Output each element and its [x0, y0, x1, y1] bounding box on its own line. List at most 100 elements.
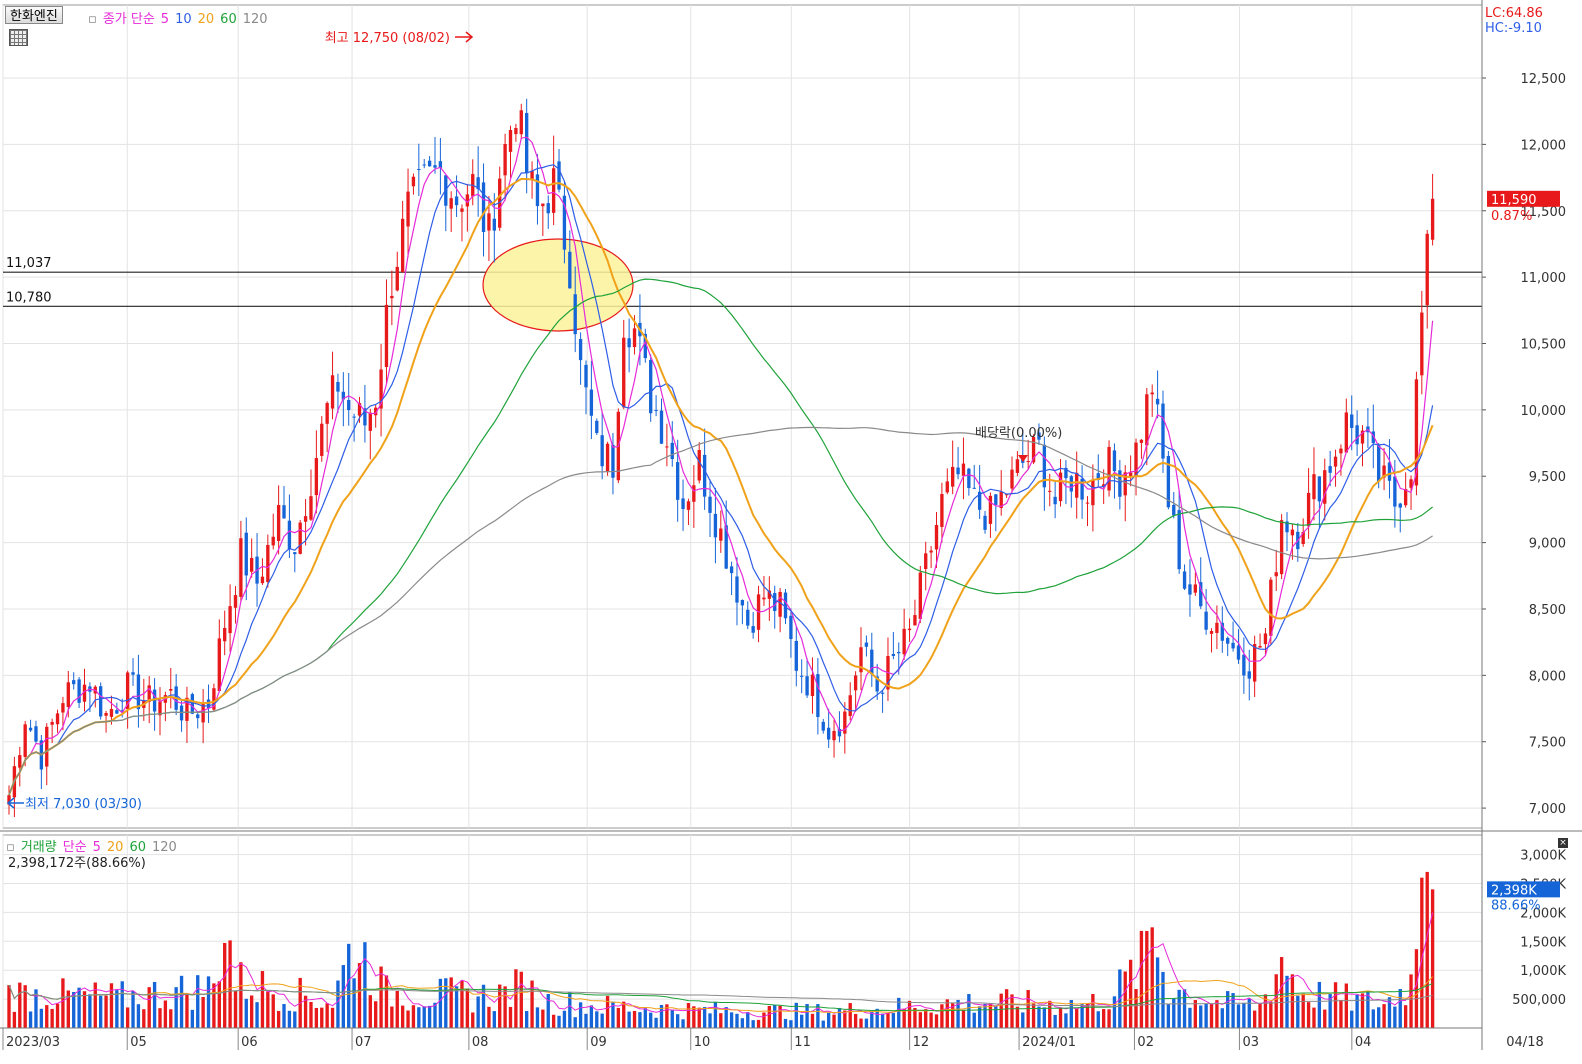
volume-bar: [735, 1013, 739, 1028]
volume-bar: [961, 1009, 966, 1028]
volume-bar: [708, 1013, 712, 1028]
volume-bar: [169, 1009, 173, 1028]
candle-body: [778, 591, 782, 617]
candle-body: [1145, 394, 1149, 446]
candle-body: [411, 176, 416, 187]
high-annotation: 최고 12,750 (08/02): [325, 31, 450, 46]
candle-body: [746, 609, 750, 626]
volume-bar: [115, 990, 119, 1028]
candle-body: [1150, 392, 1154, 395]
price-panel[interactable]: 11,037 10,780 최고 12,750 (08/02) 최저 7,030 (0…: [3, 31, 1482, 818]
volume-bar: [1053, 1014, 1057, 1028]
candle-body: [357, 403, 362, 416]
volume-bar: [810, 1013, 815, 1028]
candle-body: [1393, 476, 1397, 507]
volume-bar: [622, 1001, 626, 1028]
volume-bar: [465, 988, 470, 1028]
volume-legend: ▫ 거래량 단순 5 20 60 120: [6, 836, 183, 855]
candle-body: [427, 160, 432, 167]
volume-bar: [1064, 1013, 1068, 1028]
candle-body: [605, 443, 610, 472]
candle-body: [282, 505, 286, 519]
volume-bar: [956, 999, 960, 1028]
candle-body: [1247, 671, 1251, 679]
volume-bar: [659, 1004, 664, 1028]
candle-body: [1252, 644, 1257, 682]
volume-bar: [1209, 1003, 1214, 1028]
volume-bar: [789, 1020, 793, 1028]
candle-body: [1382, 465, 1386, 478]
candle-body: [1182, 571, 1187, 589]
volume-bar: [427, 1005, 432, 1028]
candle-body: [487, 213, 491, 231]
volume-bar: [1279, 957, 1284, 1028]
candle-body: [417, 168, 421, 170]
volume-bar: [1048, 1000, 1052, 1028]
candle-body: [61, 703, 65, 713]
volume-bar: [1377, 1007, 1381, 1028]
x-tick-label: 05: [130, 1035, 147, 1050]
volume-bar: [891, 1013, 896, 1028]
volume-bar: [7, 985, 11, 1028]
volume-bar: [783, 1018, 788, 1028]
grid-settings-icon[interactable]: [9, 29, 28, 46]
candle-body: [1344, 412, 1348, 453]
candle-body: [692, 485, 696, 502]
volume-bar: [142, 1009, 146, 1028]
close-icon[interactable]: ×: [1558, 838, 1568, 848]
volume-bar: [1150, 927, 1154, 1028]
candle-body: [503, 144, 507, 176]
volume-bar: [1430, 889, 1435, 1028]
x-tick-label: 10: [694, 1035, 711, 1050]
candle-body: [1155, 398, 1160, 405]
candle-body: [201, 703, 205, 723]
candle-body: [1414, 379, 1419, 486]
candle-body: [557, 161, 561, 190]
volume-bar: [1096, 1011, 1100, 1028]
volume-value-text: 2,398,172주(88.66%): [8, 856, 146, 871]
volume-bar: [913, 1007, 917, 1028]
candle-body: [546, 203, 550, 214]
candle-body: [751, 626, 755, 633]
volume-bar: [23, 985, 27, 1028]
volume-bar: [805, 1003, 809, 1028]
candle-body: [66, 682, 70, 708]
candle-body: [848, 695, 852, 716]
volume-bar: [28, 1011, 33, 1028]
volume-bar: [600, 1013, 604, 1028]
volume-bar: [476, 996, 480, 1028]
volume-bar: [309, 1001, 313, 1028]
volume-bar: [875, 1008, 879, 1028]
candle-body: [1085, 502, 1090, 504]
candle-body: [104, 713, 108, 716]
price-tick-label: 7,500: [1529, 736, 1566, 751]
ma120-line: [8, 426, 1433, 796]
candle-body: [681, 498, 685, 510]
volume-bar: [1274, 974, 1278, 1028]
volume-bar: [223, 942, 227, 1028]
stock-name-button[interactable]: 한화엔진: [5, 6, 63, 24]
volume-tick-label: 500,000: [1512, 993, 1566, 1008]
volume-bar: [255, 1002, 259, 1028]
candle-body: [1193, 584, 1198, 593]
candle-body: [1398, 503, 1402, 508]
volume-panel[interactable]: [7, 871, 1435, 1028]
candle-body: [740, 600, 745, 606]
candle-body: [7, 795, 11, 805]
volume-bar: [643, 1008, 647, 1028]
candle-body: [1215, 622, 1219, 633]
candle-body: [34, 726, 38, 742]
volume-tick-label: 2,000K: [1520, 906, 1566, 921]
x-tick-label: 09: [590, 1035, 607, 1050]
volume-bar: [1128, 959, 1133, 1028]
x-tick-label: 04: [1355, 1035, 1372, 1050]
volume-bar: [449, 977, 453, 1028]
volume-bar: [347, 943, 351, 1028]
candle-body: [309, 496, 313, 520]
volume-bar: [1360, 993, 1365, 1028]
x-tick-label: 04/18: [1506, 1035, 1543, 1050]
candle-body: [735, 576, 739, 603]
volume-bar: [967, 994, 971, 1028]
candle-body: [228, 606, 232, 634]
